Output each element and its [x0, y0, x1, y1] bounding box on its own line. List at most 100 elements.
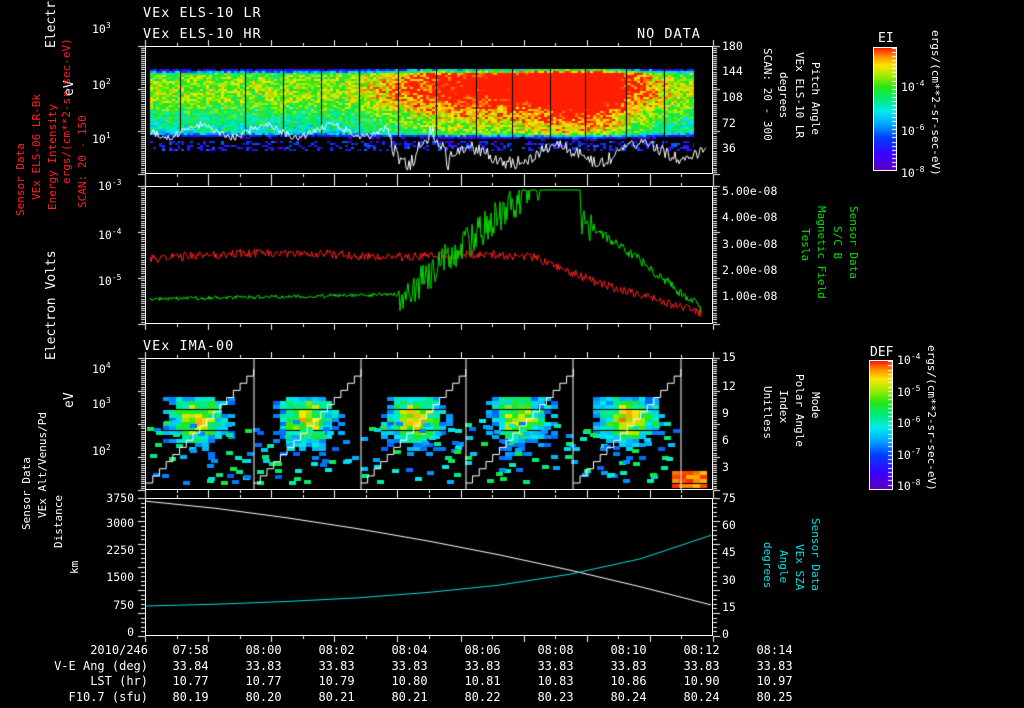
- panel-energy-intensity-bfield[interactable]: [145, 186, 713, 324]
- colorbar-def[interactable]: [869, 360, 893, 490]
- els10-spectrogram-canvas: [146, 47, 712, 173]
- panel4-left-l1: Sensor Data: [20, 457, 33, 530]
- axis-table-row-label: F10.7 (sfu): [68, 689, 148, 704]
- panel1-title-hr: VEx ELS-10 HR: [143, 26, 262, 42]
- axis-table-cell: 33.83: [756, 658, 793, 673]
- axis-table-row-label: 2010/246: [90, 643, 148, 657]
- axis-table-cell: 10.86: [610, 674, 647, 688]
- axis-table-cell: 33.83: [318, 658, 355, 673]
- colorbar-def-title: DEF: [870, 345, 894, 360]
- panel4-right-l4: degrees: [761, 542, 774, 589]
- panel4-left-l2: VEx Alt/Venus/Pd: [36, 412, 49, 518]
- axis-table-cell: 10.81: [464, 674, 501, 688]
- panel2-left-l3: Energy Intensity: [46, 104, 59, 210]
- panel2-right-ytick-3: 2.00e-08: [722, 263, 778, 277]
- panel2-right-ytick-0: 5.00e-08: [722, 184, 778, 198]
- panel3-right-ytick-3: 6: [722, 433, 729, 447]
- colorbar-def-tick-0: 10-4: [897, 352, 921, 367]
- panel1-scan-label: SCAN: 20 - 300: [761, 48, 774, 141]
- axis-table-cell: 80.24: [610, 689, 647, 704]
- panel1-right-ytick-0: 180: [722, 39, 743, 53]
- panel2-right-ytick-4: 1.00e-08: [722, 289, 778, 303]
- axis-table-cell: 33.83: [391, 658, 428, 673]
- panel2-left-l5: SCAN: 20 - 150: [76, 115, 89, 208]
- axis-table-cell: 33.83: [683, 658, 720, 673]
- axis-table-cell: 33.83: [245, 658, 282, 673]
- axis-table-cell: 08:06: [464, 643, 501, 657]
- panel2-left-l2: VEx ELS-06 LR-Bk: [30, 94, 43, 200]
- axis-table-cell: 08:08: [537, 643, 574, 657]
- panel4-right-l1: Sensor Data: [809, 518, 822, 591]
- axis-table-row-label: V-E Ang (deg): [54, 658, 148, 673]
- panel4-right-l3: Angle: [777, 550, 790, 584]
- axis-table-cell: 10.90: [683, 674, 720, 688]
- panel4-left-l3: Distance: [52, 495, 65, 548]
- axis-table-cell: 10.79: [318, 674, 355, 688]
- axis-table-row: F10.7 (sfu) 80.19 80.20 80.21 80.21 80.22 80.2…: [0, 690, 811, 706]
- panel4-ytick-1: 3000: [106, 516, 134, 530]
- panel1-right-ytick-4: 36: [722, 141, 736, 155]
- axis-table-cell: 80.25: [756, 689, 793, 704]
- panel4-right-ytick-5: 0: [722, 627, 729, 641]
- panel4-right-ytick-3: 30: [722, 573, 736, 587]
- panel2-ytick-1: 10-4: [98, 227, 122, 242]
- panel3-right-ytick-1: 12: [722, 379, 736, 393]
- panel2-ytick-2: 10-5: [98, 273, 122, 288]
- colorbar-def-tick-4: 10-8: [897, 478, 921, 493]
- panel-altitude-sza[interactable]: [145, 498, 713, 636]
- colorbar-def-units: ergs/(cm**2-sr-sec-eV): [925, 345, 938, 491]
- panel1-right-ytick-3: 72: [722, 116, 736, 130]
- colorbar-ei-units: ergs/(cm**2-sr-sec-eV): [929, 30, 942, 176]
- energy-bfield-canvas: [146, 187, 712, 323]
- colorbar-ei-title: EI: [878, 31, 894, 46]
- panel3-ytick-1: 103: [92, 396, 111, 411]
- axis-table-cell: 10.77: [172, 674, 209, 688]
- colorbar-ei-tick-2: 10-8: [901, 165, 925, 180]
- panel1-ytick-2: 101: [92, 131, 111, 146]
- panel3-right-l3: Index: [777, 390, 790, 424]
- panel2-right-l2: S/C B: [831, 226, 844, 260]
- panel2-right-ytick-1: 4.00e-08: [722, 210, 778, 224]
- panel4-ytick-4: 750: [113, 598, 134, 612]
- panel-ima00-spectrogram[interactable]: [145, 358, 713, 490]
- panel3-right-ytick-4: 3: [722, 460, 729, 474]
- colorbar-def-gradient: [870, 361, 892, 489]
- panel4-left-l4: km: [68, 560, 81, 574]
- panel3-y-axis-units: eV: [62, 392, 77, 408]
- axis-table-cell: 08:14: [756, 643, 793, 657]
- panel3-right-ytick-0: 15: [722, 350, 736, 364]
- altitude-sza-canvas: [146, 499, 712, 635]
- panel3-right-ytick-2: 9: [722, 406, 729, 420]
- colorbar-ei[interactable]: [873, 47, 897, 171]
- axis-table-row: LST (hr) 10.77 10.77 10.79 10.80 10.81 10.83 10…: [0, 674, 811, 690]
- panel1-y-axis-label: Electron Energy: [44, 0, 59, 48]
- panel3-right-l1: Mode: [809, 392, 822, 419]
- axis-table-cell: 33.83: [464, 658, 501, 673]
- axis-table-row: V-E Ang (deg) 33.84 33.83 33.83 33.83 33.83 33…: [0, 659, 811, 675]
- axis-table-cell: 08:00: [245, 643, 282, 657]
- panel4-ytick-3: 1500: [106, 570, 134, 584]
- panel1-ytick-1: 102: [92, 77, 111, 92]
- panel2-right-l4: Tesla: [799, 228, 812, 262]
- panel4-ytick-5: 0: [127, 625, 134, 639]
- axis-table-cell: 08:10: [610, 643, 647, 657]
- panel2-right-l1: Sensor Data: [847, 206, 860, 279]
- axis-table-cell: 08:02: [318, 643, 355, 657]
- panel2-right-l3: Magnetic Field: [815, 206, 828, 299]
- panel4-right-ytick-4: 15: [722, 600, 736, 614]
- panel1-title-lr: VEx ELS-10 LR: [143, 5, 262, 21]
- panel2-left-l4: ergs/(cm**2-sr-sec-eV): [60, 38, 73, 184]
- ima00-spectrogram-canvas: [146, 359, 712, 489]
- panel4-right-l2: VEx SZA: [793, 544, 806, 591]
- panel1-right-sensor: VEx ELS-10 LR: [793, 52, 806, 139]
- colorbar-ei-gradient: [874, 48, 896, 170]
- axis-table-cell: 33.84: [172, 658, 209, 673]
- panel1-right-units: degrees: [777, 72, 790, 119]
- panel-els10-spectrogram[interactable]: [145, 46, 713, 174]
- panel3-right-l4: Unitless: [761, 386, 774, 439]
- colorbar-def-tick-1: 10-5: [897, 384, 921, 399]
- panel1-no-data-label: NO DATA: [637, 26, 701, 42]
- axis-table-cell: 80.20: [245, 689, 282, 704]
- axis-annotation-table: 2010/246 07:58 08:00 08:02 08:04 08:06 08:08 08…: [0, 643, 1024, 705]
